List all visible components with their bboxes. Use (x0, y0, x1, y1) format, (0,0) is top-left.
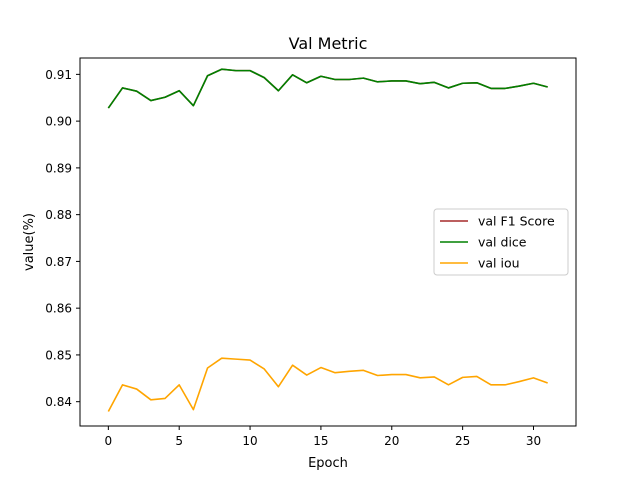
series-line-val-dice (107, 68, 548, 109)
legend-label-val-f1-score: val F1 Score (478, 214, 555, 229)
x-tick-label: 10 (242, 434, 257, 448)
y-tick-label: 0.87 (45, 255, 72, 269)
legend-box (433, 208, 569, 276)
legend-label-val-dice: val dice (478, 235, 527, 250)
y-axis-label: value(%) (22, 213, 37, 271)
x-tick-label: 5 (175, 434, 183, 448)
x-axis-ticks: 0 5 10 15 20 25 30 (105, 426, 541, 448)
series-line-val-f1-score (107, 68, 548, 109)
y-tick-label: 0.90 (45, 115, 72, 129)
y-axis-ticks: 0.84 0.85 0.86 0.87 0.88 0.89 0.90 0.91 (45, 68, 80, 409)
plot-area (107, 68, 548, 412)
y-tick-label: 0.85 (45, 348, 72, 362)
y-tick-label: 0.89 (45, 161, 72, 175)
x-tick-label: 20 (384, 434, 399, 448)
y-tick-label: 0.91 (45, 68, 72, 82)
chart-title: Val Metric (289, 34, 368, 53)
x-tick-label: 30 (526, 434, 541, 448)
legend-label-val-iou: val iou (478, 256, 520, 271)
axes-frame (79, 57, 577, 427)
series-line-val-iou (107, 357, 548, 412)
y-tick-label: 0.86 (45, 302, 72, 316)
legend: val F1 Score val dice val iou (433, 208, 569, 276)
x-tick-label: 25 (455, 434, 470, 448)
y-tick-label: 0.84 (45, 395, 72, 409)
x-tick-label: 15 (313, 434, 328, 448)
y-tick-label: 0.88 (45, 208, 72, 222)
x-axis-label: Epoch (308, 456, 348, 471)
x-tick-label: 0 (105, 434, 113, 448)
